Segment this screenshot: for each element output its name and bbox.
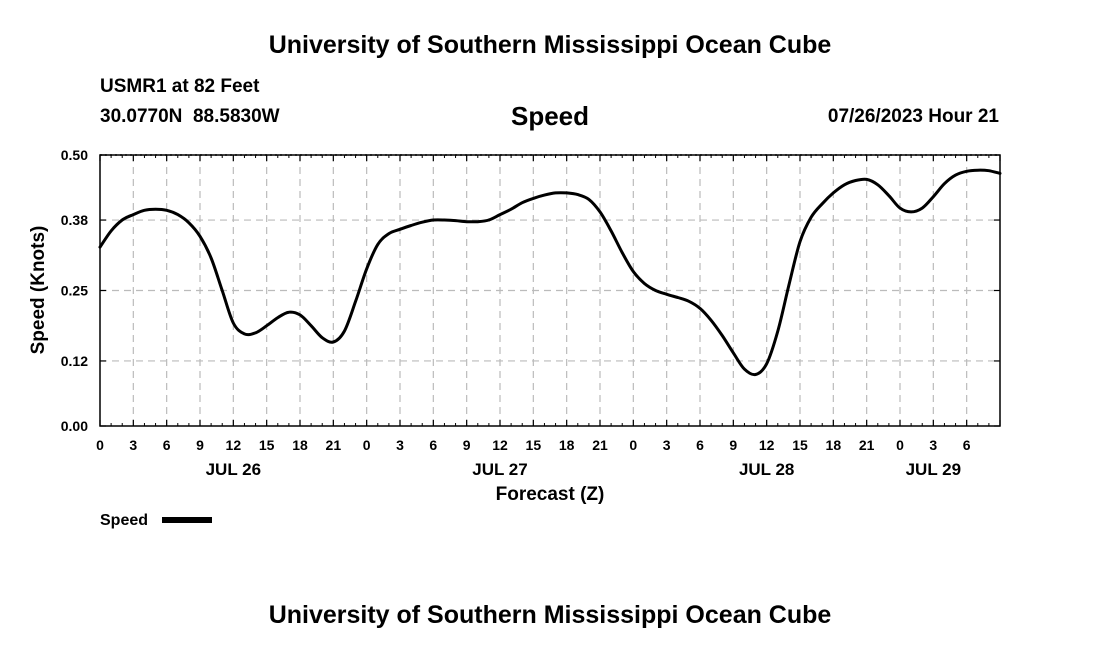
forecast-timestamp: 07/26/2023 Hour 21 (827, 106, 999, 127)
x-tick-label: 21 (859, 437, 875, 453)
x-tick-label: 0 (896, 437, 904, 453)
x-tick-label: 3 (129, 437, 137, 453)
x-tick-label: 15 (792, 437, 808, 453)
axis-ticks: 0 3 6 9 12 15 18 21 0 3 6 9 12 15 18 21 0 3 6 9 12 15 18 21 0 3 6J… (61, 147, 1001, 479)
x-tick-label: 18 (826, 437, 842, 453)
y-tick-label: 0.00 (61, 418, 88, 434)
legend-label: Speed (100, 512, 148, 529)
x-tick-label: 9 (463, 437, 471, 453)
x-tick-label: 0 (96, 437, 104, 453)
y-tick-label: 0.38 (61, 212, 88, 228)
x-tick-label: 15 (526, 437, 542, 453)
day-label: JUL 29 (906, 460, 961, 479)
org-title: University of Southern Mississippi Ocean… (268, 31, 832, 59)
x-tick-label: 18 (559, 437, 575, 453)
series-line-speed (98, 168, 1002, 377)
y-axis-label: Speed (Knots) (28, 226, 49, 355)
x-tick-label: 3 (663, 437, 671, 453)
x-tick-label: 15 (259, 437, 275, 453)
station-coordinates: 30.0770N 88.5830W (100, 106, 280, 127)
x-tick-label: 9 (729, 437, 737, 453)
x-tick-label: 6 (163, 437, 171, 453)
y-tick-label: 0.25 (61, 283, 88, 299)
x-tick-label: 0 (629, 437, 637, 453)
series-layer (98, 168, 1002, 377)
x-tick-label: 6 (963, 437, 971, 453)
y-tick-label: 0.12 (61, 353, 88, 369)
x-tick-label: 3 (929, 437, 937, 453)
x-tick-label: 21 (592, 437, 608, 453)
x-tick-label: 6 (429, 437, 437, 453)
x-tick-label: 12 (226, 437, 242, 453)
chart-title: Speed (510, 101, 590, 131)
x-tick-label: 18 (292, 437, 308, 453)
day-label: JUL 27 (472, 460, 527, 479)
x-axis-label: Forecast (Z) (496, 484, 605, 505)
x-tick-label: 9 (196, 437, 204, 453)
legend-line-swatch (162, 517, 212, 523)
x-tick-label: 6 (696, 437, 704, 453)
station-label: USMR1 at 82 Feet (100, 76, 260, 97)
x-tick-label: 3 (396, 437, 404, 453)
grid-lines (100, 154, 1000, 426)
day-label: JUL 28 (739, 460, 794, 479)
y-tick-label: 0.50 (61, 147, 88, 163)
footer-org-title: University of Southern Mississippi Ocean… (268, 601, 832, 629)
x-tick-label: 12 (492, 437, 508, 453)
x-tick-label: 0 (363, 437, 371, 453)
x-tick-label: 21 (326, 437, 342, 453)
x-tick-label: 12 (759, 437, 775, 453)
day-label: JUL 26 (206, 460, 261, 479)
